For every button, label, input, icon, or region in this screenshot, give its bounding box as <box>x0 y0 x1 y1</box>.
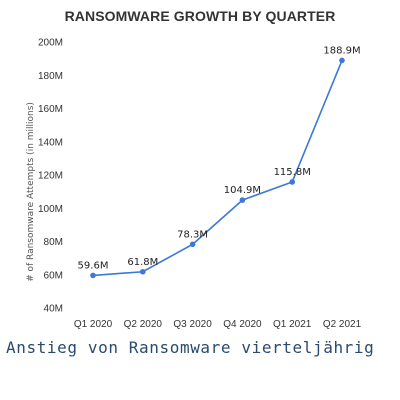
x-tick-label: Q2 2021 <box>323 319 362 330</box>
y-tick-label: 160M <box>38 104 63 115</box>
y-tick-label: 180M <box>38 71 63 82</box>
data-point <box>289 179 296 185</box>
x-tick-label: Q3 2020 <box>173 319 212 330</box>
y-axis-label: # of Ransomware Attempts (in millions) <box>26 102 36 282</box>
y-tick-labels: 40M 60M 80M 100M 120M 140M 160M 180M 200M <box>38 38 63 315</box>
data-labels: 59.6M 61.8M 78.3M 104.9M 115.8M 188.9M <box>78 45 361 271</box>
chart-title: RANSOMWARE GROWTH BY QUARTER <box>64 8 336 24</box>
data-label: 104.9M <box>224 185 261 196</box>
data-point <box>339 57 345 64</box>
data-points <box>90 57 345 279</box>
data-label: 61.8M <box>127 257 158 268</box>
x-tick-label: Q2 2020 <box>124 319 163 330</box>
data-label: 115.8M <box>274 167 311 178</box>
data-point <box>239 197 246 203</box>
x-tick-label: Q1 2020 <box>74 319 113 330</box>
y-tick-label: 80M <box>44 237 63 248</box>
data-label: 78.3M <box>177 229 208 240</box>
data-label: 59.6M <box>78 260 109 271</box>
x-tick-label: Q1 2021 <box>273 319 312 330</box>
y-tick-label: 120M <box>38 171 63 182</box>
x-tick-label: Q4 2020 <box>223 319 262 330</box>
y-tick-label: 60M <box>44 270 63 281</box>
data-point <box>140 268 146 275</box>
y-tick-label: 140M <box>38 137 63 148</box>
data-label: 188.9M <box>323 45 360 56</box>
x-tick-labels: Q1 2020 Q2 2020 Q3 2020 Q4 2020 Q1 2021 Q2 20… <box>74 319 362 330</box>
data-point <box>90 272 96 279</box>
series-line <box>92 60 343 277</box>
y-tick-label: 200M <box>38 38 63 49</box>
data-point <box>189 241 196 248</box>
y-tick-label: 100M <box>38 204 63 215</box>
image-caption: Anstieg von Ransomware vierteljährig <box>6 338 375 357</box>
y-tick-label: 40M <box>44 304 63 315</box>
